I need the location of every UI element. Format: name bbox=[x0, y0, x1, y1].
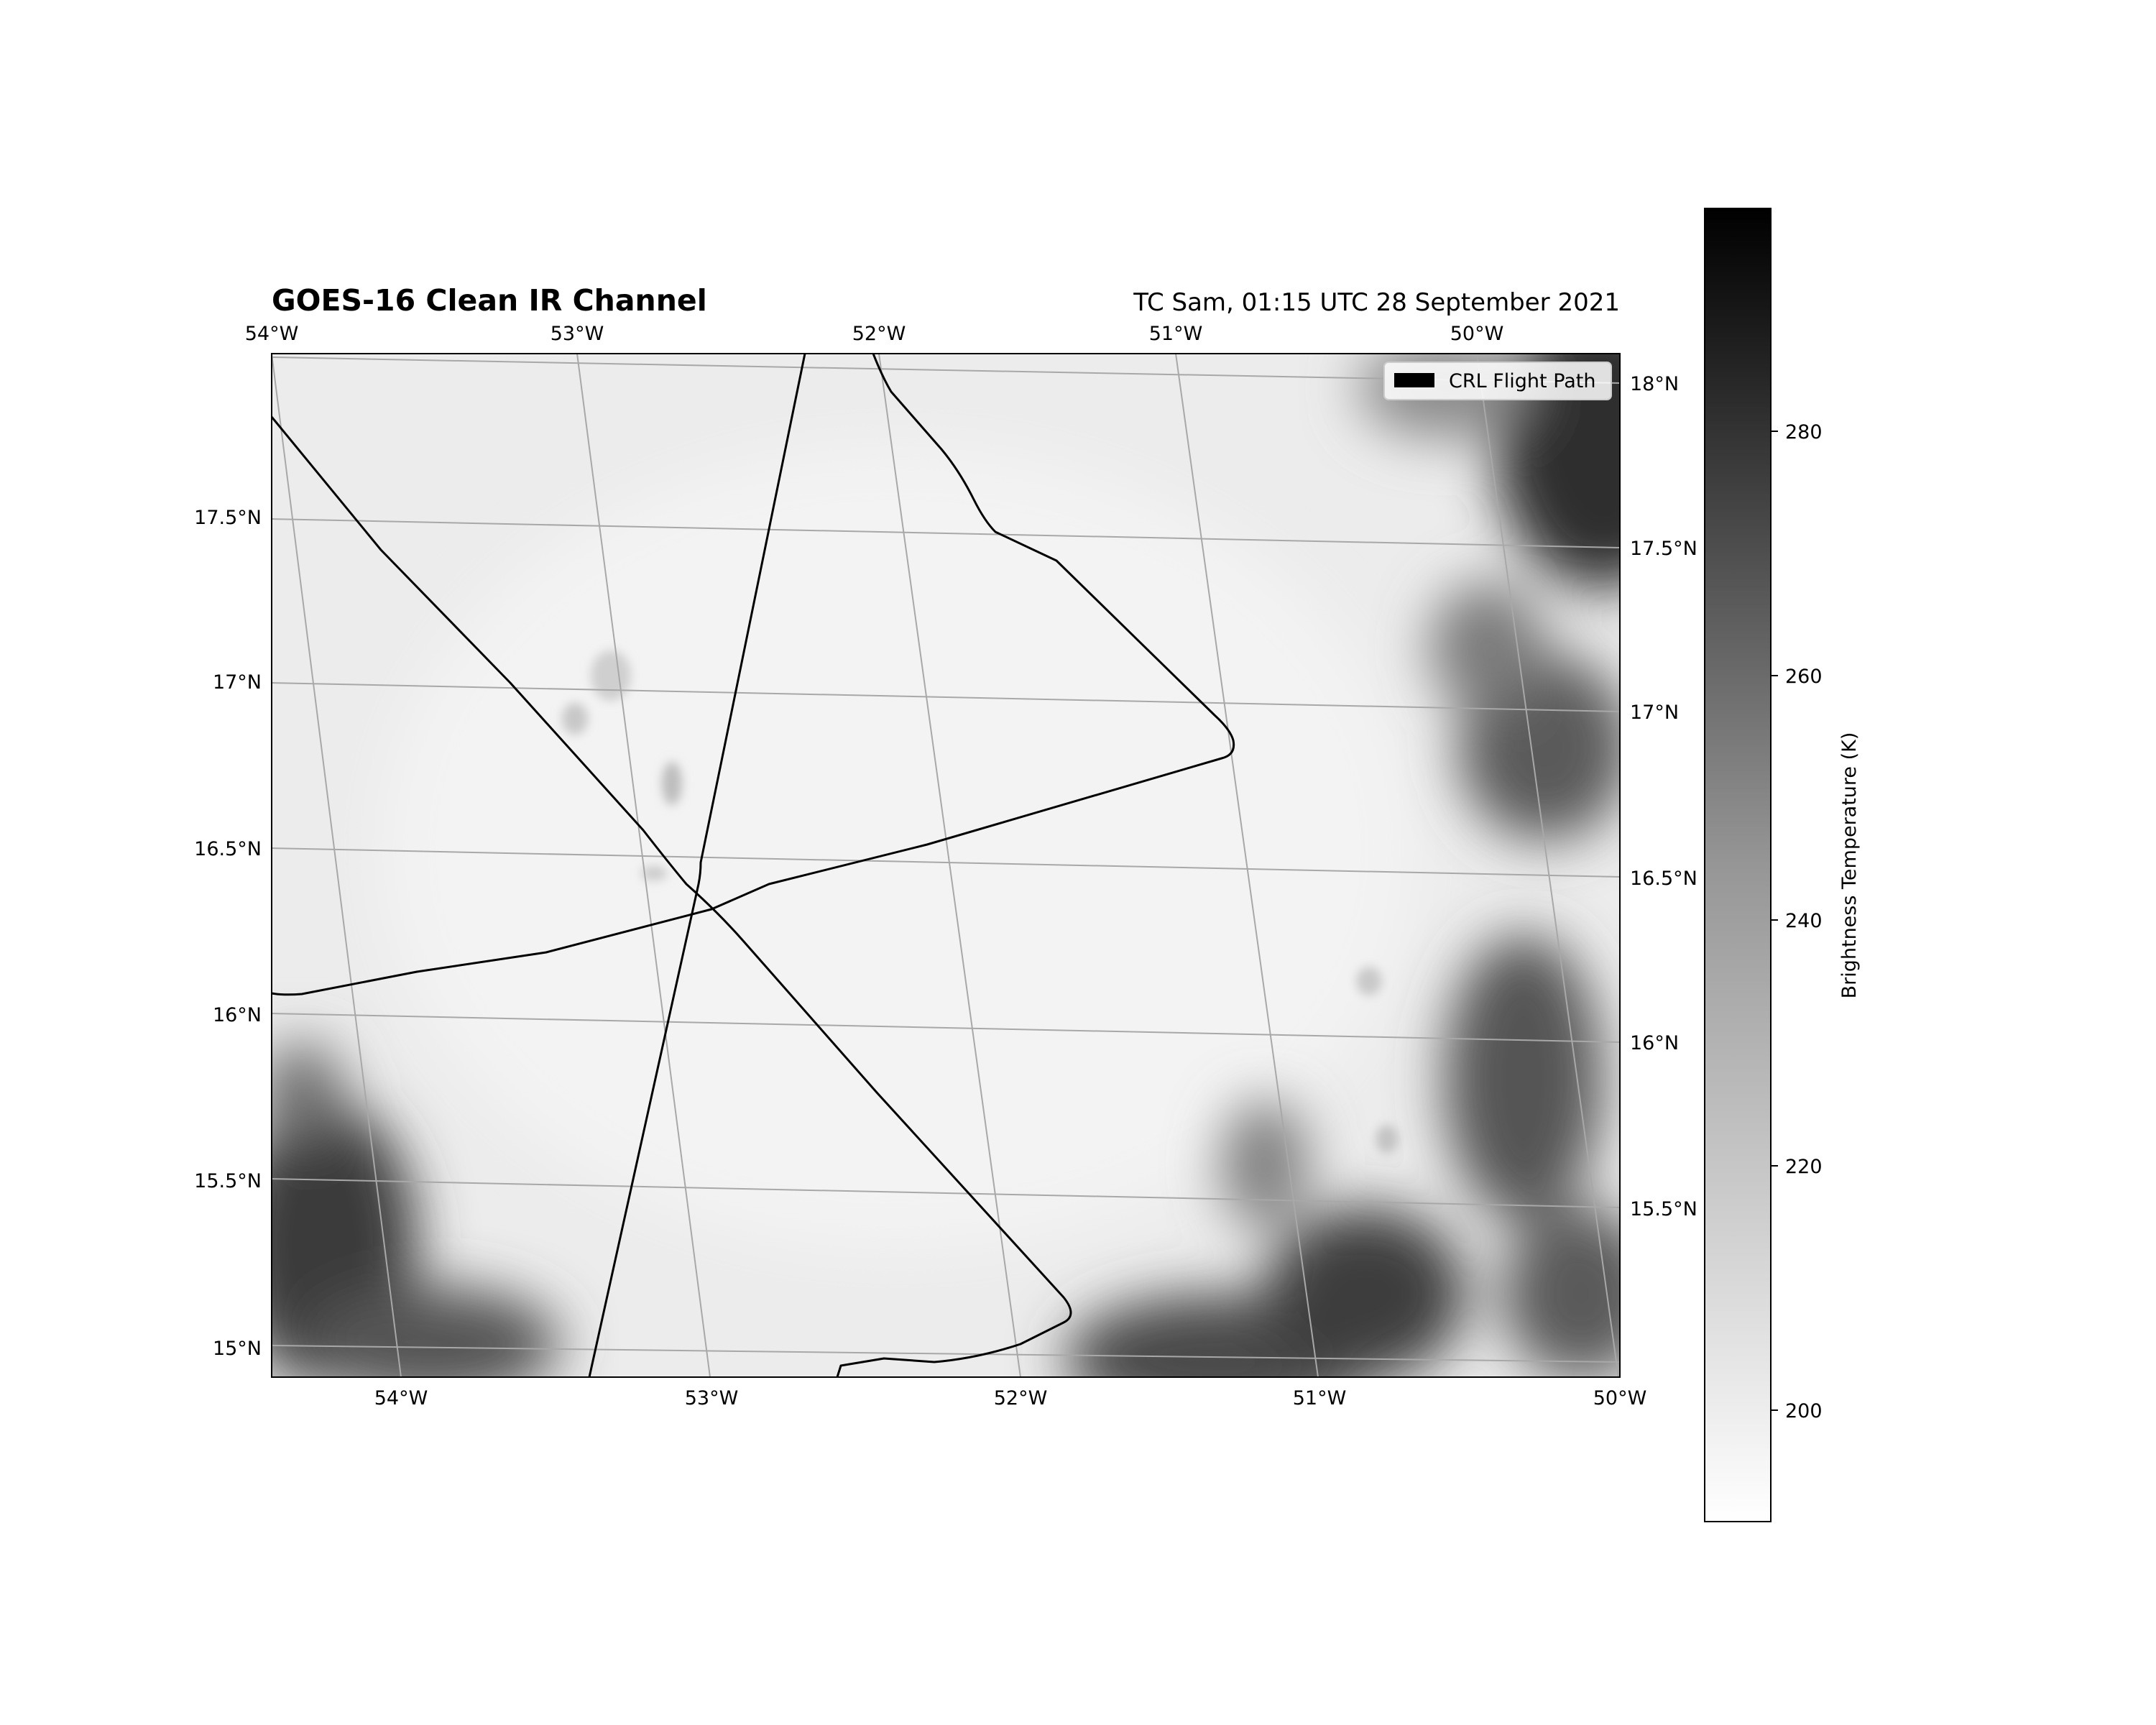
flight-leg-northwest-southeast bbox=[272, 416, 1072, 1377]
colorbar: 200 220 240 260 280 Brightness Temperatu… bbox=[1704, 208, 1861, 1522]
map-title: GOES-16 Clean IR Channel bbox=[272, 283, 707, 318]
map-frame bbox=[271, 353, 1621, 1378]
left-lat-label: 16°N bbox=[213, 1004, 262, 1026]
colorbar-tick-label: 260 bbox=[1785, 666, 1823, 688]
top-lon-labels: 54°W 53°W 52°W 51°W 50°W bbox=[245, 323, 1504, 345]
right-lat-label: 18°N bbox=[1630, 373, 1679, 395]
right-lat-label: 16°N bbox=[1630, 1032, 1679, 1054]
top-lon-label: 50°W bbox=[1450, 323, 1504, 345]
top-lon-label: 54°W bbox=[245, 323, 299, 345]
right-lat-label: 15.5°N bbox=[1630, 1198, 1697, 1220]
top-lon-label: 51°W bbox=[1149, 323, 1203, 345]
flight-leg-north-south bbox=[588, 354, 806, 1377]
colorbar-tick-label: 200 bbox=[1785, 1400, 1823, 1422]
bottom-lon-label: 52°W bbox=[994, 1387, 1048, 1409]
map-subtitle: TC Sam, 01:15 UTC 28 September 2021 bbox=[1133, 288, 1620, 317]
legend-label: CRL Flight Path bbox=[1449, 370, 1596, 392]
legend: CRL Flight Path bbox=[1383, 362, 1612, 400]
right-lat-labels: 18°N 17.5°N 17°N 16.5°N 16°N 15.5°N bbox=[1630, 373, 1697, 1220]
colorbar-tick-label: 240 bbox=[1785, 910, 1823, 932]
satellite-ir-image: CRL Flight Path bbox=[272, 354, 1620, 1377]
left-lat-labels: 17.5°N 17°N 16.5°N 16°N 15.5°N 15°N bbox=[194, 507, 262, 1360]
colorbar-gradient bbox=[1704, 208, 1772, 1522]
legend-swatch bbox=[1394, 373, 1434, 387]
right-lat-label: 17.5°N bbox=[1630, 538, 1697, 560]
bottom-lon-label: 51°W bbox=[1293, 1387, 1347, 1409]
crl-flight-path bbox=[272, 354, 1235, 1377]
top-lon-label: 52°W bbox=[852, 323, 906, 345]
colorbar-tick-label: 280 bbox=[1785, 421, 1823, 443]
left-lat-label: 15°N bbox=[213, 1338, 262, 1360]
left-lat-label: 17°N bbox=[213, 671, 262, 694]
bottom-lon-label: 54°W bbox=[374, 1387, 428, 1409]
right-lat-label: 17°N bbox=[1630, 702, 1679, 724]
bottom-lon-labels: 54°W 53°W 52°W 51°W 50°W bbox=[374, 1387, 1647, 1409]
right-lat-label: 16.5°N bbox=[1630, 868, 1697, 890]
left-lat-label: 16.5°N bbox=[194, 838, 262, 860]
left-lat-label: 15.5°N bbox=[194, 1170, 262, 1192]
bottom-lon-label: 50°W bbox=[1593, 1387, 1647, 1409]
left-lat-label: 17.5°N bbox=[194, 507, 262, 529]
colorbar-label: Brightness Temperature (K) bbox=[1838, 732, 1861, 999]
colorbar-tick-label: 220 bbox=[1785, 1156, 1823, 1178]
colorbar-ticks bbox=[1771, 431, 1778, 1411]
flight-leg-southwest-northeast bbox=[272, 354, 1235, 996]
graticule bbox=[272, 354, 1620, 1377]
top-lon-label: 53°W bbox=[550, 323, 604, 345]
bottom-lon-label: 53°W bbox=[685, 1387, 739, 1409]
